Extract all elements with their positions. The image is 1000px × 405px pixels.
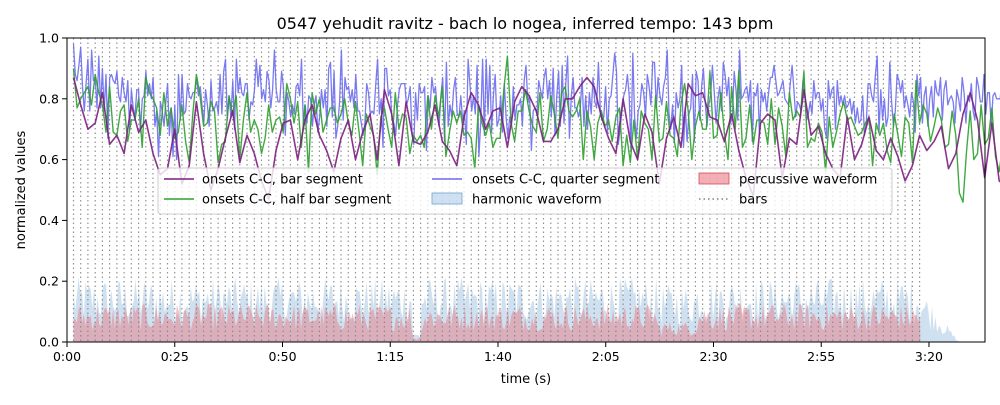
legend-swatch-harmonic — [432, 193, 462, 204]
y-tick-label: 0.0 — [39, 335, 59, 350]
x-tick-label: 2:30 — [699, 349, 727, 364]
x-axis-label: time (s) — [501, 372, 551, 387]
x-tick-label: 2:55 — [807, 349, 835, 364]
x-tick-label: 2:05 — [592, 349, 620, 364]
x-tick-label: 0:00 — [53, 349, 81, 364]
x-tick-label: 0:50 — [268, 349, 296, 364]
legend-label-bars: bars — [739, 193, 768, 208]
legend-label-quarter-segment: onsets C-C, quarter segment — [472, 173, 659, 188]
legend-label-bar-segment: onsets C-C, bar segment — [202, 173, 363, 188]
y-tick-label: 0.8 — [39, 91, 59, 106]
legend: onsets C-C, bar segment onsets C-C, half… — [158, 168, 892, 214]
y-tick-label: 0.4 — [39, 213, 59, 228]
y-axis-label: normalized values — [14, 130, 29, 249]
legend-label-harmonic: harmonic waveform — [472, 193, 602, 208]
y-tick-label: 0.2 — [39, 274, 59, 289]
chart-title: 0547 yehudit ravitz - bach lo nogea, inf… — [277, 14, 774, 33]
legend-label-percussive: percussive waveform — [739, 173, 877, 188]
y-tick-label: 0.6 — [39, 152, 59, 167]
x-tick-label: 0:25 — [161, 349, 189, 364]
legend-swatch-percussive — [699, 173, 729, 184]
x-tick-label: 3:20 — [915, 349, 943, 364]
y-tick-label: 1.0 — [39, 31, 59, 46]
legend-label-half-bar-segment: onsets C-C, half bar segment — [202, 193, 391, 208]
x-tick-label: 1:15 — [376, 349, 404, 364]
x-tick-label: 1:40 — [484, 349, 512, 364]
